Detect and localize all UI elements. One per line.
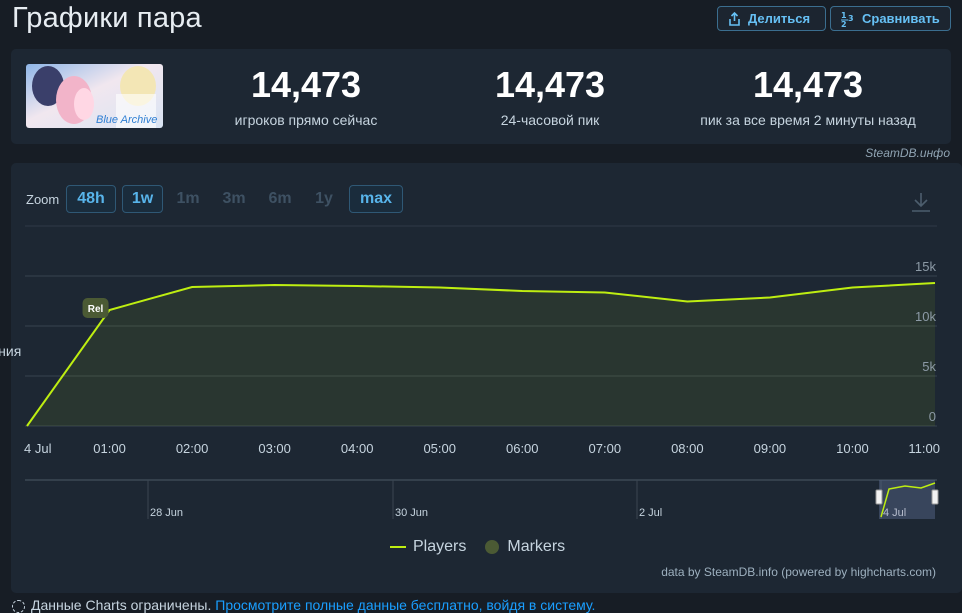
svg-text:1: 1 [841, 11, 847, 20]
game-thumbnail[interactable]: Blue Archive [26, 64, 163, 128]
x-tick-label: 08:00 [671, 441, 704, 456]
stat-all-time-peak: 14,473 пик за все время 2 минуты назад [688, 65, 928, 128]
chart-legend: Players Markers [390, 538, 565, 556]
page-title: Графики пара [12, 2, 202, 35]
navigator-handle-right [932, 490, 938, 504]
steamdb-attribution[interactable]: SteamDB.инфо [865, 146, 950, 160]
stats-panel: Blue Archive 14,473 игроков прямо сейчас… [11, 49, 951, 144]
x-tick-label: 01:00 [93, 441, 126, 456]
svg-text:3: 3 [848, 14, 854, 23]
x-tick-label: 10:00 [836, 441, 869, 456]
footer-notice: Данные Charts ограничены. Просмотрите по… [12, 597, 595, 613]
x-tick-label: 02:00 [176, 441, 209, 456]
stat-label: игроков прямо сейчас [186, 112, 426, 128]
navigator-tick-label: 28 Jun [150, 507, 183, 519]
stat-24h-peak: 14,473 24-часовой пик [430, 65, 670, 128]
navigator-tick-label: 2 Jul [639, 507, 662, 519]
share-icon [728, 12, 741, 26]
player-count-chart: 4 Jul 01:00 02:00 03:00 04:00 05:00 06:00 07:00… [11, 163, 962, 593]
footer-text: Данные Charts ограничены. [31, 597, 211, 613]
navigator-tick-label: 30 Jun [395, 507, 428, 519]
x-tick-label: 07:00 [589, 441, 622, 456]
chart-panel: Zoom 48h 1w 1m 3m 6m 1y max жения ий 4 J… [11, 163, 962, 593]
x-tick-label: 11:00 [908, 441, 940, 456]
x-tick-label: 09:00 [754, 441, 787, 456]
release-marker-label: Rel [88, 304, 104, 315]
legend-item-markers[interactable]: Markers [484, 538, 565, 556]
legend-item-players[interactable]: Players [390, 538, 466, 556]
navigator-handle-left [876, 490, 882, 504]
stat-value: 14,473 [186, 65, 426, 105]
stat-current-players: 14,473 игроков прямо сейчас [186, 65, 426, 128]
x-tick-label: 04:00 [341, 441, 374, 456]
y-tick-label: 0 [929, 409, 936, 424]
stat-value: 14,473 [430, 65, 670, 105]
legend-label: Markers [507, 538, 565, 556]
thumbnail-logo: Blue Archive [96, 114, 157, 126]
x-tick-label: 4 Jul [24, 441, 52, 456]
stat-label: пик за все время 2 минуты назад [688, 112, 928, 128]
stat-label: 24-часовой пик [430, 112, 670, 128]
compare-button-label: Сравнивать [862, 11, 940, 26]
svg-text:2: 2 [841, 20, 847, 27]
footer-login-link[interactable]: Просмотрите полные данные бесплатно, вой… [215, 597, 595, 613]
share-button-label: Делиться [748, 11, 810, 26]
y-tick-label: 5k [922, 359, 936, 374]
limit-icon [12, 600, 25, 613]
y-tick-label: 10k [915, 309, 936, 324]
x-tick-label: 03:00 [258, 441, 291, 456]
share-button[interactable]: Делиться [717, 6, 826, 31]
chart-credits[interactable]: data by SteamDB.info (powered by highcha… [661, 565, 936, 579]
y-tick-label: 15k [915, 259, 936, 274]
players-area-fill [27, 283, 935, 426]
x-tick-label: 06:00 [506, 441, 539, 456]
legend-label: Players [413, 538, 466, 556]
stat-value: 14,473 [688, 65, 928, 105]
x-tick-label: 05:00 [423, 441, 456, 456]
